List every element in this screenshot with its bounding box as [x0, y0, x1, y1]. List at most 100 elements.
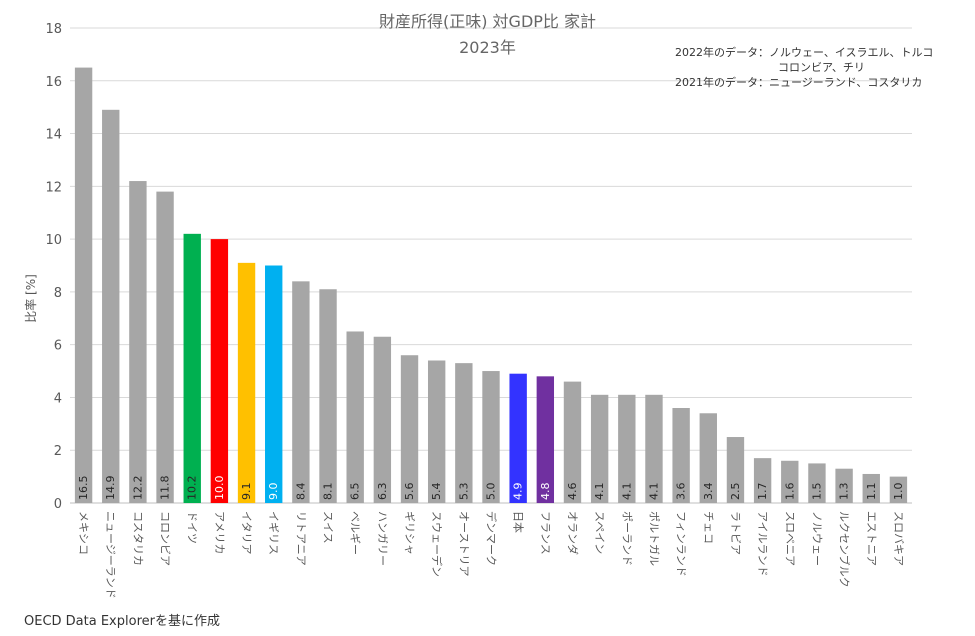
bar-value-label: 5.0 — [485, 483, 498, 501]
bar-value-label: 1.3 — [838, 483, 851, 501]
y-tick-label: 12 — [45, 180, 62, 195]
y-tick-label: 2 — [54, 444, 62, 459]
x-tick-label: ドイツ — [186, 511, 199, 544]
bar — [102, 109, 120, 504]
y-tick-label: 0 — [54, 497, 62, 512]
x-tick-label: スロバキア — [892, 511, 905, 566]
bar-value-label: 4.1 — [593, 483, 606, 501]
chart-subtitle: 2023年 — [459, 38, 516, 57]
bar-value-label: 12.2 — [131, 476, 144, 501]
bar-value-label: 11.8 — [159, 476, 172, 501]
x-tick-label: スロベニア — [783, 511, 796, 566]
x-tick-label: メキシコ — [77, 511, 90, 555]
bar — [237, 262, 256, 503]
bar-value-labels: 16.5 14.9 12.2 11.8 10.2 10.0 9.1 9.0 8.4 8.1 6.5 6… — [77, 476, 905, 501]
bar — [482, 371, 500, 503]
bar-value-label: 4.1 — [647, 483, 660, 501]
x-tick-label: ハンガリー — [376, 511, 389, 566]
x-tick-label: イタリア — [240, 511, 253, 555]
x-tick-label: オランダ — [566, 511, 580, 555]
bar — [509, 373, 527, 503]
y-tick-label: 10 — [45, 233, 62, 248]
x-tick-label: ラトビア — [729, 511, 742, 555]
x-tick-labels: メキシコ ニュージーランド コスタリカ コロンビア ドイツ アメリカ イタリア イギリス リトア… — [77, 511, 905, 599]
bar-value-label: 9.0 — [267, 483, 280, 501]
bar — [753, 458, 772, 503]
x-tick-label: スイス — [322, 511, 335, 544]
bar — [862, 473, 880, 503]
x-tick-label: イギリス — [267, 511, 280, 555]
bar-value-label: 5.3 — [457, 483, 470, 501]
bar-value-label: 5.4 — [430, 483, 443, 501]
bar-value-label: 4.1 — [620, 483, 633, 501]
x-tick-label: ギリシャ — [403, 511, 416, 555]
bar — [183, 233, 201, 504]
note-2022-continued: コロンビア、チリ — [778, 61, 865, 74]
bar — [129, 181, 147, 504]
bar-value-label: 14.9 — [104, 476, 117, 501]
x-tick-label: ノルウェー — [810, 511, 823, 566]
y-tick-label: 16 — [45, 75, 62, 90]
bar-value-label: 10.0 — [213, 476, 226, 501]
x-tick-label: リトアニア — [294, 511, 307, 566]
bar — [835, 468, 853, 503]
bar-value-label: 2.5 — [729, 483, 742, 501]
x-tick-label: チェコ — [702, 511, 715, 544]
y-tick-label: 18 — [45, 22, 62, 37]
bar-value-label: 6.3 — [376, 483, 389, 501]
y-tick-labels: 0 2 4 6 8 10 12 14 16 18 — [45, 22, 62, 512]
note-2022: 2022年のデータ：ノルウェー、イスラエル、トルコ — [675, 44, 933, 60]
note-2021: 2021年のデータ：ニュージーランド、コスタリカ — [675, 76, 923, 89]
bar-value-label: 4.9 — [512, 483, 525, 501]
x-tick-label: ニュージーランド — [104, 511, 117, 599]
bar-value-label: 3.4 — [702, 483, 715, 501]
x-tick-label: ベルギー — [349, 511, 362, 555]
y-tick-label: 8 — [54, 286, 62, 301]
bar — [319, 289, 337, 503]
bar-value-label: 8.1 — [322, 483, 335, 501]
source-note: OECD Data Explorerを基に作成 — [24, 614, 220, 629]
bar — [455, 363, 473, 503]
bar — [292, 281, 310, 503]
bar — [427, 360, 446, 503]
bar-value-label: 1.6 — [783, 483, 796, 501]
bar — [726, 437, 745, 503]
bar — [156, 191, 174, 503]
note-2022-prefix: 2022年のデータ： — [675, 46, 769, 59]
bar-value-label: 1.5 — [810, 483, 823, 501]
x-tick-label: ポーランド — [620, 511, 633, 566]
x-tick-label: フランス — [539, 511, 552, 555]
bar-value-label: 1.7 — [756, 483, 769, 501]
bar-value-label: 9.1 — [240, 483, 253, 501]
y-tick-label: 4 — [54, 391, 62, 406]
bar — [645, 394, 663, 503]
y-axis-label: 比率 [%] — [23, 274, 38, 323]
bar-value-label: 1.0 — [892, 483, 905, 501]
x-tick-label: オーストリア — [457, 511, 470, 576]
bar — [563, 381, 582, 503]
x-tick-label: コスタリカ — [131, 511, 144, 566]
x-tick-label: ポルトガル — [647, 511, 660, 566]
bar — [536, 376, 555, 503]
x-tick-label: 日本 — [512, 511, 526, 533]
bar — [672, 408, 690, 503]
bar — [400, 355, 419, 503]
bar-value-label: 10.2 — [186, 476, 199, 501]
x-tick-label: アイルランド — [756, 511, 769, 576]
bar — [808, 463, 826, 503]
bar — [618, 394, 636, 503]
chart-title: 財産所得(正味) 対GDP比 家計 — [378, 12, 597, 31]
bar — [781, 460, 799, 503]
x-tick-label: エストニア — [865, 511, 878, 566]
y-tick-label: 6 — [54, 339, 62, 354]
bar-value-label: 4.6 — [566, 483, 579, 501]
x-tick-label: コロンビア — [159, 511, 172, 566]
bar — [265, 265, 283, 503]
y-tick-label: 14 — [45, 128, 62, 143]
bar — [210, 239, 229, 503]
x-tick-label: フィンランド — [675, 511, 688, 577]
bar — [373, 336, 392, 503]
bar-value-label: 3.6 — [675, 483, 688, 501]
x-tick-label: ルクセンブルク — [838, 511, 852, 588]
